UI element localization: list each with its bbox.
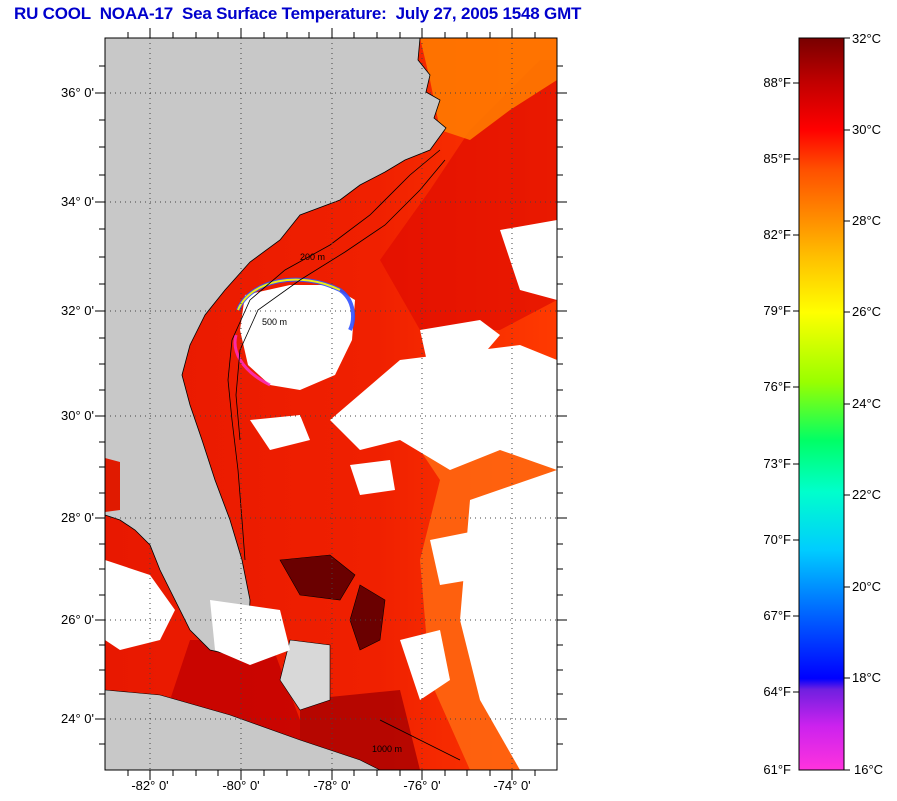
lat-label: 26° 0'	[61, 612, 94, 627]
celsius-label: 20°C	[852, 579, 882, 594]
bahamas-2	[349, 584, 386, 651]
isobath-label-200: 200 m	[300, 252, 325, 262]
colorbar-ticks	[793, 37, 850, 771]
lat-label: 24° 0'	[61, 711, 94, 726]
map-title: RU COOL NOAA-17 Sea Surface Temperature:…	[14, 4, 582, 23]
colorbar	[798, 37, 845, 771]
lat-label: 30° 0'	[61, 408, 94, 423]
fahrenheit-label: 61°F	[763, 762, 791, 777]
lon-label: -74° 0'	[493, 778, 531, 793]
land-us	[105, 38, 447, 656]
celsius-label: 32°C	[852, 31, 882, 46]
fahrenheit-label: 73°F	[763, 456, 791, 471]
fahrenheit-label: 88°F	[763, 75, 791, 90]
bahamas-3	[279, 639, 331, 711]
isobaths	[227, 149, 461, 761]
isobath-label-1000: 1000 m	[372, 744, 402, 754]
isobath-label-500: 500 m	[262, 317, 287, 327]
celsius-label: 26°C	[852, 304, 882, 319]
fahrenheit-label: 79°F	[763, 303, 791, 318]
lat-label: 32° 0'	[61, 303, 94, 318]
lat-label: 36° 0'	[61, 85, 94, 100]
axis-ticks	[95, 28, 567, 780]
celsius-label: 30°C	[852, 122, 882, 137]
celsius-label: 16°C	[854, 762, 884, 777]
grid-lines	[105, 38, 557, 770]
celsius-label: 24°C	[852, 396, 882, 411]
lon-label: -80° 0'	[222, 778, 260, 793]
fahrenheit-label: 82°F	[763, 227, 791, 242]
bahamas-1	[279, 554, 356, 601]
celsius-label: 18°C	[852, 670, 882, 685]
fahrenheit-label: 85°F	[763, 151, 791, 166]
lon-label: -76° 0'	[403, 778, 441, 793]
map-frame	[104, 37, 558, 771]
celsius-label: 22°C	[852, 487, 882, 502]
lon-label: -78° 0'	[313, 778, 351, 793]
lat-label: 34° 0'	[61, 194, 94, 209]
fahrenheit-label: 67°F	[763, 608, 791, 623]
gulf-patch	[105, 458, 120, 512]
land-cuba	[105, 689, 381, 770]
fahrenheit-label: 76°F	[763, 379, 791, 394]
lon-label: -82° 0'	[131, 778, 169, 793]
fahrenheit-label: 70°F	[763, 532, 791, 547]
cloud-cover	[105, 220, 557, 770]
warm-region-ne	[420, 38, 557, 140]
celsius-label: 28°C	[852, 213, 882, 228]
fahrenheit-label: 64°F	[763, 684, 791, 699]
lat-label: 28° 0'	[61, 510, 94, 525]
